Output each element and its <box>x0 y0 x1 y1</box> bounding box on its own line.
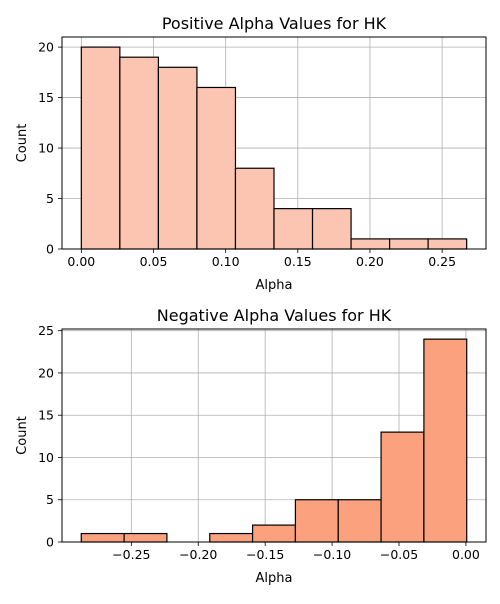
negative-alpha-panel: −0.25 −0.20 −0.15 −0.10 −0.05 0.00 0 5 10 15 20 25 N… <box>15 306 487 586</box>
histogram-bar <box>119 56 160 250</box>
y-tick-label: 5 <box>46 191 54 206</box>
y-tick-label: 20 <box>38 40 54 55</box>
y-tick-label: 25 <box>38 323 54 338</box>
histogram-bar <box>273 208 314 250</box>
histogram-bar <box>196 86 237 250</box>
y-tick-label: 0 <box>46 242 54 257</box>
histogram-bar <box>294 499 339 543</box>
y-tick-label: 15 <box>38 408 54 423</box>
y-tick-label: 15 <box>38 90 54 105</box>
chart-title: Negative Alpha Values for HK <box>157 306 392 325</box>
y-axis-label: Count <box>15 124 30 163</box>
histogram-bar <box>423 338 468 543</box>
positive-alpha-panel: 0.00 0.05 0.10 0.15 0.20 0.25 0 5 10 15 20 Positive… <box>15 14 487 293</box>
x-tick-label: −0.15 <box>246 547 284 562</box>
histogram-bar <box>427 238 468 250</box>
x-tick-label: 0.15 <box>284 254 312 269</box>
x-tick-label: 0.00 <box>452 547 480 562</box>
x-axis-label: Alpha <box>256 278 293 293</box>
histogram-bar <box>337 499 382 543</box>
histogram-bar <box>350 238 391 250</box>
histogram-bar <box>311 208 352 250</box>
y-tick-label: 10 <box>38 450 54 465</box>
chart-title: Positive Alpha Values for HK <box>162 14 387 33</box>
x-tick-label: 0.25 <box>428 254 456 269</box>
histogram-bar <box>80 46 121 250</box>
x-tick-label: 0.00 <box>67 254 95 269</box>
y-tick-label: 20 <box>38 365 54 380</box>
x-tick-label: −0.05 <box>380 547 418 562</box>
axes-frame <box>61 36 487 250</box>
x-tick-label: −0.20 <box>179 547 217 562</box>
histogram-bar <box>123 532 168 543</box>
y-tick-label: 5 <box>46 492 54 507</box>
x-tick-label: 0.05 <box>140 254 168 269</box>
x-tick-label: −0.10 <box>313 547 351 562</box>
histogram-bar <box>80 532 125 543</box>
histogram-bar <box>380 431 425 543</box>
histogram-bar <box>388 238 429 250</box>
histogram-bar <box>234 167 275 250</box>
histogram-bar <box>209 532 254 543</box>
x-tick-label: 0.20 <box>356 254 384 269</box>
y-axis-label: Count <box>15 416 30 455</box>
axes-frame <box>61 328 487 543</box>
x-axis-label: Alpha <box>256 571 293 586</box>
x-tick-label: 0.10 <box>212 254 240 269</box>
y-tick-label: 10 <box>38 141 54 156</box>
x-tick-label: −0.25 <box>112 547 150 562</box>
histogram-bar <box>157 66 198 250</box>
y-tick-label: 0 <box>46 535 54 550</box>
histogram-bar <box>251 524 297 543</box>
